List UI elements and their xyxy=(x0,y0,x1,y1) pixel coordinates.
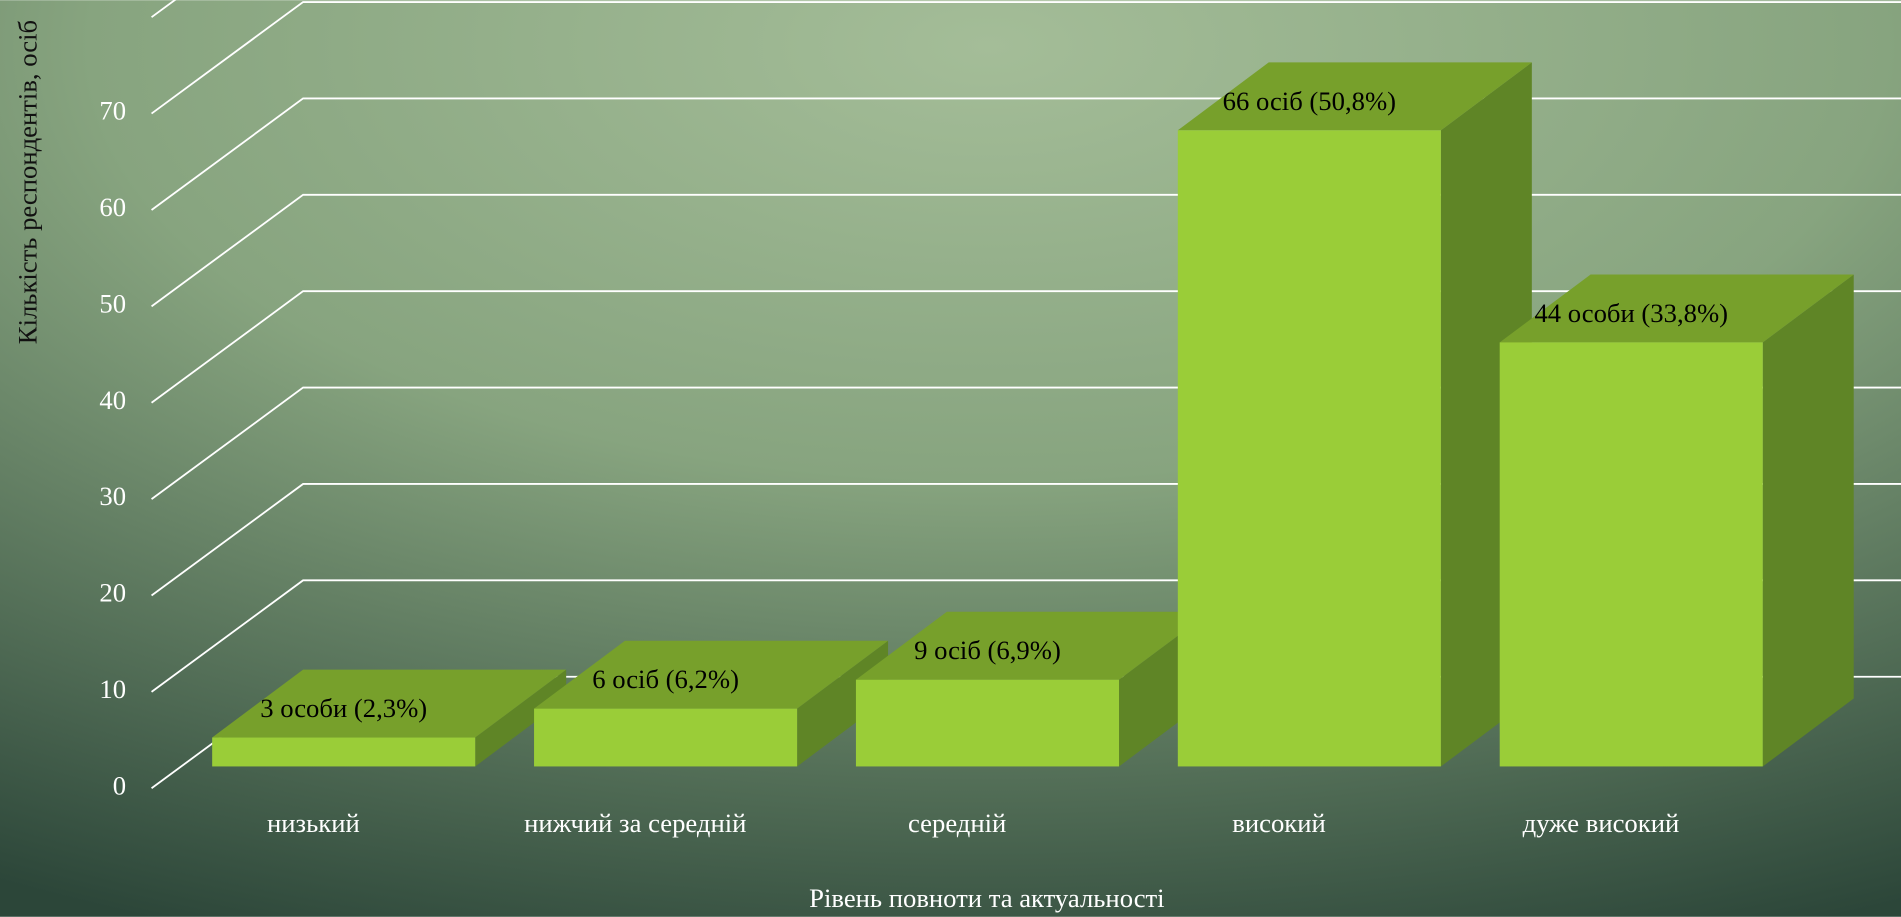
grid-line xyxy=(151,1,1901,115)
y-tick-label: 40 xyxy=(99,385,126,415)
y-tick-label: 50 xyxy=(99,288,126,318)
x-tick-label: середній xyxy=(908,808,1006,838)
data-label: 9 осіб (6,9%) xyxy=(914,635,1061,665)
x-axis-label: Рівень повноти та актуальності xyxy=(809,883,1164,913)
y-tick-label: 30 xyxy=(99,481,126,511)
data-label: 66 осіб (50,8%) xyxy=(1223,86,1396,116)
y-axis-label: Кількість респондентів, осіб xyxy=(12,20,42,344)
y-tick-label: 70 xyxy=(99,96,126,126)
bar-top xyxy=(855,611,1210,680)
bar-top xyxy=(212,669,567,738)
bar-top xyxy=(534,640,889,709)
y-tick-label: 0 xyxy=(113,770,126,800)
y-tick-label: 20 xyxy=(99,578,126,608)
y-tick-label: 60 xyxy=(99,192,126,222)
bar xyxy=(1499,342,1763,767)
bar xyxy=(855,679,1120,767)
bar xyxy=(212,737,476,767)
x-tick-label: дуже високий xyxy=(1523,808,1680,838)
x-tick-label: низький xyxy=(267,808,360,838)
data-label: 6 осіб (6,2%) xyxy=(592,664,739,694)
x-tick-label: нижчий за середній xyxy=(524,808,746,838)
bar xyxy=(534,708,798,767)
bar xyxy=(1177,130,1441,767)
bar-top xyxy=(1499,274,1854,343)
x-tick-label: високий xyxy=(1232,808,1326,838)
bar-top xyxy=(1177,62,1532,131)
bar-side xyxy=(797,640,889,767)
data-label: 44 особи (33,8%) xyxy=(1534,298,1728,328)
y-tick-label: 10 xyxy=(99,674,126,704)
bar-side xyxy=(1762,274,1854,767)
bar-side xyxy=(475,669,567,767)
data-label: 3 особи (2,3%) xyxy=(260,693,427,723)
